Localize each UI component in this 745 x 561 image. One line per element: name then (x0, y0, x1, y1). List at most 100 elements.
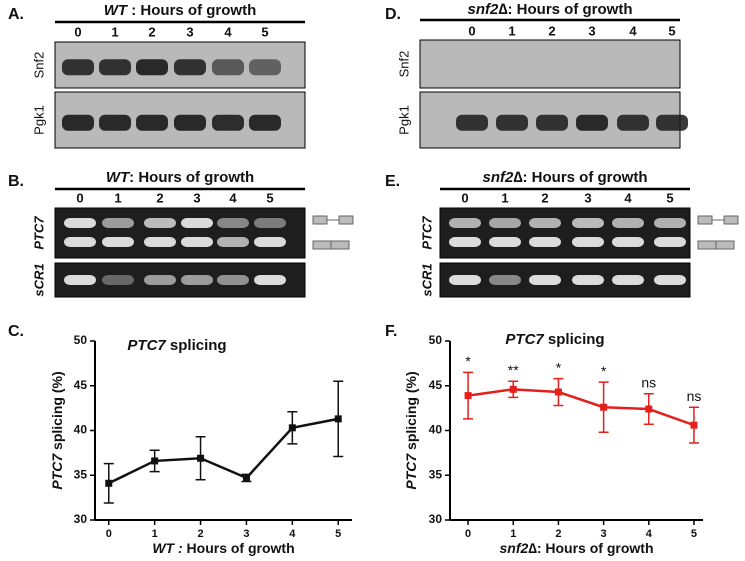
significance: ns (641, 375, 656, 391)
band (181, 237, 213, 247)
lane-label: 5 (666, 190, 673, 205)
y-tick-label: 50 (429, 333, 443, 347)
band (144, 275, 176, 285)
x-tick-label: 3 (601, 528, 607, 540)
point (288, 424, 296, 432)
x-tick-label: 4 (646, 528, 653, 540)
point (690, 421, 698, 429)
x-tick-label: 1 (152, 528, 158, 540)
panel-title: snf2∆: Hours of growth (467, 1, 632, 18)
band (64, 275, 96, 285)
gel (439, 262, 691, 298)
band (656, 114, 688, 131)
lane-label: 2 (148, 24, 155, 39)
band (99, 114, 131, 131)
lane-label: 5 (261, 24, 268, 39)
band (181, 218, 213, 228)
exon-icon (312, 215, 328, 225)
lane-label: 0 (461, 190, 468, 205)
point (197, 454, 205, 462)
lane-label: 4 (224, 24, 232, 39)
x-axis-label-italic: WT : (152, 540, 182, 556)
band (64, 237, 96, 247)
lane-label: 4 (629, 23, 637, 38)
y-axis-label: PTC7 splicing (%) (49, 371, 65, 489)
point (334, 415, 342, 423)
point (600, 403, 608, 411)
panel-title: WT: Hours of growth (106, 169, 254, 186)
lane-label: 2 (541, 190, 548, 205)
panel-label: D. (385, 6, 401, 23)
row-label: Pgk1 (396, 105, 411, 135)
point (151, 457, 159, 465)
point (509, 385, 517, 393)
exon-icon (723, 215, 739, 225)
chart-title-rest: splicing (166, 337, 227, 354)
band (529, 275, 561, 285)
x-tick-label: 2 (197, 528, 203, 540)
significance: * (601, 363, 607, 379)
panel-label: A. (8, 6, 24, 23)
band (449, 218, 481, 228)
y-tick-label: 45 (429, 378, 443, 392)
chart-title-italic: PTC7 (505, 331, 544, 348)
lane-label: 1 (111, 24, 118, 39)
band (62, 114, 94, 131)
chart-title-italic: PTC7 (127, 337, 166, 354)
lane-label: 1 (501, 190, 508, 205)
x-tick-label: 5 (691, 528, 697, 540)
band (144, 237, 176, 247)
exon-icon (715, 240, 735, 250)
y-tick-label: 35 (74, 467, 88, 481)
lane-label: 5 (668, 23, 675, 38)
lane-label: 4 (624, 190, 632, 205)
band (654, 275, 686, 285)
band (529, 218, 561, 228)
band (572, 237, 604, 247)
band (62, 59, 94, 76)
exon-icon (338, 215, 354, 225)
point (464, 392, 472, 400)
row-label: sCR1 (31, 263, 46, 296)
point (242, 474, 250, 482)
x-axis-label-rest: ∆: Hours of growth (528, 540, 653, 556)
blot (419, 39, 681, 89)
band (212, 114, 244, 131)
band (612, 275, 644, 285)
x-tick-label: 0 (465, 528, 471, 540)
chart-title-rest: splicing (544, 331, 605, 348)
lane-label: 0 (468, 23, 475, 38)
y-axis-label-italic: PTC7 (49, 453, 65, 490)
y-axis-label-rest: splicing (%) (49, 371, 65, 453)
y-tick-label: 30 (74, 512, 88, 526)
panel-title: WT : Hours of growth (104, 2, 256, 19)
lane-label: 0 (76, 190, 83, 205)
band (64, 218, 96, 228)
band (654, 237, 686, 247)
row-label: PTC7 (31, 216, 46, 250)
band (496, 114, 528, 131)
panel-title-italic: WT (106, 169, 131, 186)
panel-title-rest: : Hours of growth (508, 1, 633, 18)
panel-title-rest: : Hours of growth (127, 2, 256, 19)
band (489, 275, 521, 285)
y-tick-label: 30 (429, 512, 443, 526)
band (217, 218, 249, 228)
row-label: Snf2 (396, 51, 411, 78)
panel-label: F. (385, 323, 397, 340)
band (136, 114, 168, 131)
panel-title: snf2∆: Hours of growth (482, 169, 647, 186)
band (612, 218, 644, 228)
band (174, 59, 206, 76)
band (489, 237, 521, 247)
chart-title: PTC7 splicing (505, 331, 604, 348)
x-tick-label: 5 (335, 528, 341, 540)
x-tick-label: 3 (243, 528, 249, 540)
exon-icon (330, 240, 350, 250)
band (217, 275, 249, 285)
lane-label: 1 (508, 23, 515, 38)
significance: * (465, 353, 471, 369)
y-tick-label: 35 (429, 467, 443, 481)
y-axis-label-italic: PTC7 (403, 453, 419, 490)
lane-label: 3 (186, 24, 193, 39)
